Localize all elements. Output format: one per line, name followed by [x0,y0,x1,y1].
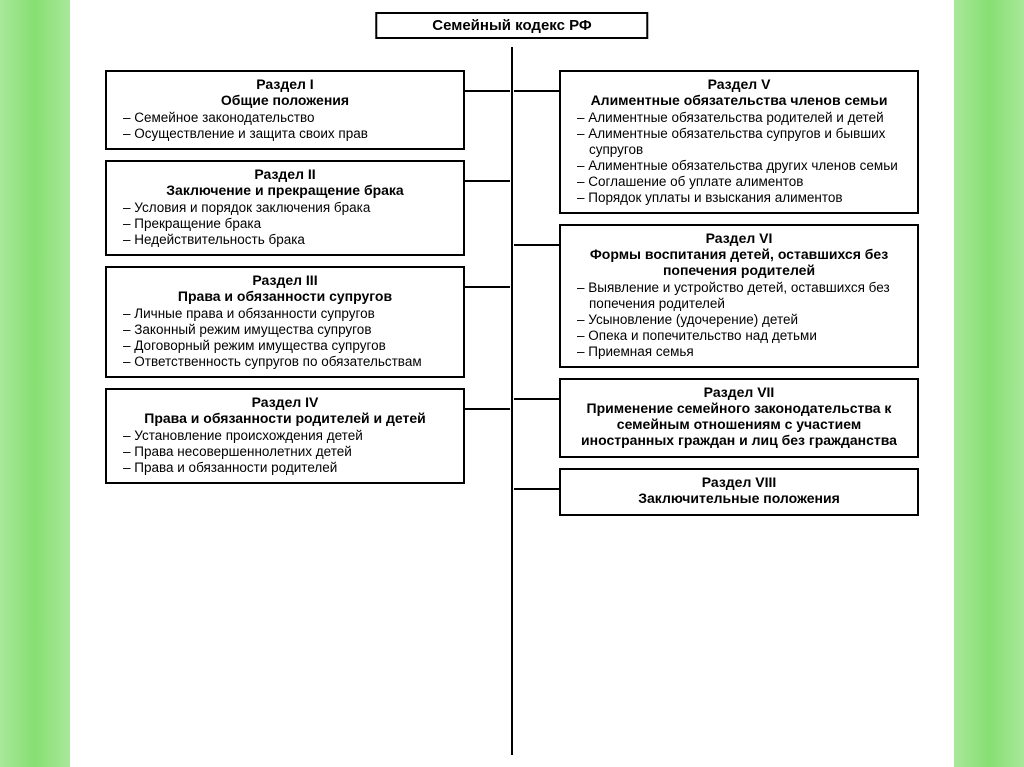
section-item: Опека и попечительство над детьми [577,328,909,344]
right-column: Раздел VАлиментные обязательства членов … [559,70,919,526]
section-title: Раздел IIЗаключение и прекращение брака [115,166,455,198]
section-box: Раздел VIIIЗаключительные положения [559,468,919,516]
section-item: Усыновление (удочерение) детей [577,312,909,328]
section-box: Раздел VАлиментные обязательства членов … [559,70,919,214]
section-title: Раздел IVПрава и обязанности родителей и… [115,394,455,426]
left-column: Раздел IОбщие положенияСемейное законода… [105,70,465,494]
section-item: Соглашение об уплате алиментов [577,174,909,190]
section-item: Законный режим имущества супругов [123,322,455,338]
section-items: Алиментные обязательства родителей и дет… [569,110,909,206]
connector-line [514,398,561,400]
section-item: Договорный режим имущества супругов [123,338,455,354]
section-box: Раздел VIФормы воспитания детей, оставши… [559,224,919,368]
section-box: Раздел VIIПрименение семейного законодат… [559,378,919,458]
section-item: Прекращение брака [123,216,455,232]
section-title: Раздел IОбщие положения [115,76,455,108]
section-items: Семейное законодательствоОсуществление и… [115,110,455,142]
section-items: Личные права и обязанности супруговЗакон… [115,306,455,370]
connector-line [463,90,510,92]
section-item: Недействительность брака [123,232,455,248]
connector-line [463,286,510,288]
root-title: Семейный кодекс РФ [432,17,591,34]
section-title: Раздел VIIПрименение семейного законодат… [569,384,909,448]
section-item: Приемная семья [577,344,909,360]
section-title: Раздел VАлиментные обязательства членов … [569,76,909,108]
connector-line [514,90,561,92]
section-item: Порядок уплаты и взыскания алиментов [577,190,909,206]
section-item: Алиментные обязательства других членов с… [577,158,909,174]
section-title: Раздел IIIПрава и обязанности супругов [115,272,455,304]
section-item: Права несовершеннолетних детей [123,444,455,460]
section-box: Раздел IIIПрава и обязанности супруговЛи… [105,266,465,378]
section-items: Выявление и устройство детей, оставшихся… [569,280,909,360]
connector-line [514,488,561,490]
connector-line [463,180,510,182]
section-title: Раздел VIФормы воспитания детей, оставши… [569,230,909,278]
section-items: Условия и порядок заключения бракаПрекра… [115,200,455,248]
section-item: Алиментные обязательства супругов и бывш… [577,126,909,158]
section-box: Раздел IIЗаключение и прекращение бракаУ… [105,160,465,256]
section-item: Условия и порядок заключения брака [123,200,455,216]
section-item: Алиментные обязательства родителей и дет… [577,110,909,126]
section-item: Права и обязанности родителей [123,460,455,476]
connector-line [514,244,561,246]
trunk-line [511,47,513,755]
section-item: Выявление и устройство детей, оставшихся… [577,280,909,312]
section-box: Раздел IVПрава и обязанности родителей и… [105,388,465,484]
root-node: Семейный кодекс РФ [375,12,648,39]
org-diagram: Семейный кодекс РФ Раздел IОбщие положен… [70,0,954,767]
section-item: Ответственность супругов по обязательств… [123,354,455,370]
section-item: Семейное законодательство [123,110,455,126]
section-title: Раздел VIIIЗаключительные положения [569,474,909,506]
bg-right-stripe [954,0,1024,767]
section-item: Осуществление и защита своих прав [123,126,455,142]
section-items: Установление происхождения детейПрава не… [115,428,455,476]
connector-line [463,408,510,410]
bg-left-stripe [0,0,70,767]
section-box: Раздел IОбщие положенияСемейное законода… [105,70,465,150]
section-item: Установление происхождения детей [123,428,455,444]
section-item: Личные права и обязанности супругов [123,306,455,322]
